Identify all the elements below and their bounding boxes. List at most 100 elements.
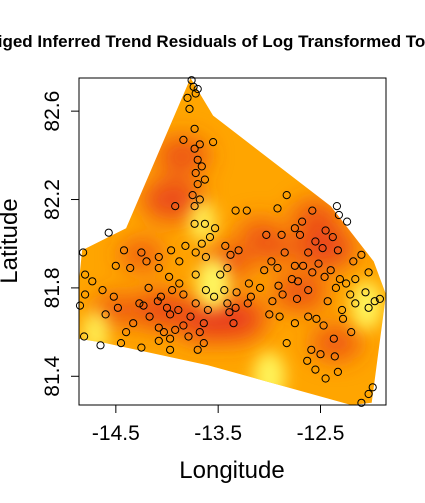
sample-point bbox=[186, 312, 195, 321]
sample-point bbox=[318, 244, 327, 253]
sample-point bbox=[316, 350, 325, 359]
sample-point bbox=[347, 328, 356, 337]
sample-point bbox=[145, 312, 154, 321]
sample-point bbox=[81, 270, 90, 279]
sample-point bbox=[338, 314, 348, 323]
sample-point bbox=[320, 272, 329, 281]
surface-lowspot bbox=[196, 257, 231, 310]
sample-point bbox=[184, 332, 193, 341]
sample-point bbox=[190, 219, 199, 228]
sample-point bbox=[111, 261, 120, 270]
sample-point bbox=[179, 290, 188, 299]
sample-point bbox=[364, 268, 373, 277]
y-tick-label: 81.4 bbox=[41, 356, 64, 397]
sample-point bbox=[197, 162, 206, 171]
sample-point bbox=[129, 319, 138, 328]
sample-point bbox=[144, 283, 153, 292]
sample-point bbox=[210, 292, 219, 301]
sample-point bbox=[304, 312, 313, 321]
sample-point bbox=[195, 195, 204, 204]
sample-point bbox=[357, 250, 366, 259]
sample-point bbox=[197, 239, 206, 248]
sample-point bbox=[265, 310, 274, 319]
chart-title: Kriged Inferred Trend Residuals of Log T… bbox=[0, 32, 425, 51]
sample-point bbox=[268, 297, 277, 306]
y-tick-label: 81.8 bbox=[41, 267, 64, 308]
sample-point bbox=[137, 343, 146, 352]
sample-point bbox=[193, 180, 202, 189]
sample-points bbox=[75, 76, 384, 407]
sample-point bbox=[137, 248, 146, 257]
sample-point bbox=[260, 266, 269, 275]
sample-point bbox=[364, 303, 373, 312]
sample-point bbox=[104, 228, 113, 237]
sample-point bbox=[375, 294, 384, 303]
sample-point bbox=[199, 339, 208, 348]
sample-point bbox=[175, 257, 184, 266]
sample-point bbox=[290, 319, 299, 328]
surface-lowspot bbox=[328, 159, 353, 196]
surface-hotspot bbox=[273, 273, 327, 311]
sample-point bbox=[273, 263, 282, 273]
sample-point bbox=[333, 367, 342, 376]
sample-point bbox=[290, 224, 299, 233]
x-axis-label: Longitude bbox=[179, 457, 284, 484]
sample-point bbox=[216, 270, 225, 279]
sample-point bbox=[165, 272, 174, 281]
sample-point bbox=[307, 345, 316, 354]
sample-point bbox=[193, 155, 202, 164]
kriged-surface bbox=[79, 78, 386, 405]
sample-point bbox=[244, 279, 253, 288]
surface-lowspot bbox=[188, 200, 217, 244]
sample-point bbox=[346, 290, 355, 299]
sample-point bbox=[190, 202, 199, 211]
sample-point bbox=[96, 341, 105, 350]
surface-hotspot bbox=[155, 136, 209, 174]
sample-point bbox=[195, 328, 204, 337]
sample-point bbox=[329, 334, 338, 343]
sample-point bbox=[282, 339, 291, 348]
sample-point bbox=[242, 206, 251, 215]
surface-hotspot bbox=[237, 217, 281, 248]
y-tick-label: 82.6 bbox=[41, 91, 64, 132]
sample-point bbox=[75, 301, 85, 310]
sample-point bbox=[332, 202, 341, 211]
sample-point bbox=[201, 252, 210, 262]
sample-point bbox=[293, 277, 303, 286]
sample-point bbox=[81, 290, 90, 299]
sample-point bbox=[220, 286, 229, 295]
sample-point bbox=[223, 299, 232, 308]
sample-point bbox=[193, 84, 202, 94]
sample-point bbox=[337, 305, 347, 315]
surface-lowspot bbox=[350, 280, 383, 331]
sample-point bbox=[361, 288, 370, 297]
sample-point bbox=[162, 303, 172, 312]
sample-point bbox=[191, 270, 200, 279]
sample-point bbox=[80, 332, 89, 341]
sample-point bbox=[328, 233, 337, 242]
sample-point bbox=[154, 263, 163, 273]
sample-point bbox=[135, 299, 144, 308]
sample-point bbox=[205, 233, 215, 242]
sample-point bbox=[351, 275, 360, 284]
sample-point bbox=[299, 261, 308, 270]
sample-point bbox=[126, 263, 135, 273]
sample-point bbox=[183, 93, 192, 103]
sample-point bbox=[331, 283, 340, 292]
sample-point bbox=[154, 336, 163, 345]
sample-point bbox=[200, 219, 209, 228]
sample-point bbox=[185, 104, 194, 114]
sample-point bbox=[191, 168, 200, 178]
sample-point bbox=[191, 248, 200, 257]
sample-point bbox=[319, 321, 328, 330]
sample-point bbox=[203, 305, 212, 315]
surface-hotspot bbox=[311, 325, 361, 361]
surface-lowspot bbox=[81, 310, 110, 354]
x-tick-label: -12.5 bbox=[297, 422, 345, 445]
surface-hotspot bbox=[290, 199, 341, 235]
sample-point bbox=[274, 281, 283, 290]
y-axis-label: Latitude bbox=[0, 198, 23, 283]
sample-point bbox=[335, 275, 344, 284]
surface-hotspot bbox=[119, 239, 164, 271]
sample-point bbox=[167, 246, 176, 255]
